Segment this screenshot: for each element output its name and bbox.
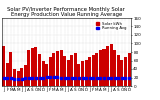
- Bar: [67, 60, 70, 86]
- Bar: [63, 56, 66, 86]
- Point: [10, 78, 12, 79]
- Bar: [20, 68, 23, 86]
- Bar: [77, 64, 80, 86]
- Point: [67, 77, 69, 78]
- Bar: [81, 61, 84, 86]
- Bar: [56, 51, 59, 86]
- Bar: [124, 57, 127, 86]
- Bar: [95, 53, 98, 86]
- Bar: [13, 69, 16, 86]
- Bar: [113, 50, 116, 86]
- Bar: [106, 46, 109, 86]
- Point: [78, 78, 80, 79]
- Point: [31, 77, 34, 78]
- Point: [2, 78, 5, 79]
- Bar: [60, 50, 63, 86]
- Point: [13, 78, 16, 80]
- Bar: [102, 49, 105, 86]
- Point: [56, 76, 59, 77]
- Point: [38, 78, 41, 79]
- Point: [74, 77, 77, 78]
- Bar: [88, 57, 91, 86]
- Bar: [52, 53, 55, 86]
- Point: [113, 77, 116, 78]
- Legend: Solar kWh, Running Avg: Solar kWh, Running Avg: [95, 21, 128, 31]
- Point: [110, 77, 112, 78]
- Point: [81, 78, 84, 79]
- Point: [124, 77, 127, 78]
- Bar: [70, 55, 73, 86]
- Bar: [42, 61, 45, 86]
- Point: [49, 76, 52, 77]
- Bar: [24, 65, 27, 86]
- Point: [85, 78, 87, 79]
- Point: [99, 77, 102, 78]
- Bar: [9, 52, 12, 86]
- Bar: [85, 60, 88, 86]
- Point: [35, 77, 37, 78]
- Bar: [31, 48, 34, 86]
- Point: [20, 78, 23, 80]
- Bar: [74, 53, 77, 86]
- Bar: [38, 54, 41, 86]
- Point: [128, 77, 130, 78]
- Bar: [117, 55, 120, 86]
- Bar: [2, 46, 5, 86]
- Point: [117, 77, 120, 78]
- Point: [28, 77, 30, 78]
- Point: [106, 77, 109, 78]
- Bar: [128, 53, 131, 86]
- Point: [42, 78, 44, 79]
- Bar: [16, 71, 20, 86]
- Bar: [120, 60, 123, 86]
- Point: [103, 77, 105, 78]
- Point: [71, 77, 73, 78]
- Title: Solar PV/Inverter Performance Monthly Solar Energy Production Value Running Aver: Solar PV/Inverter Performance Monthly So…: [8, 7, 125, 17]
- Bar: [49, 57, 52, 86]
- Point: [24, 77, 27, 78]
- Point: [6, 78, 9, 79]
- Bar: [27, 50, 30, 86]
- Point: [92, 77, 95, 78]
- Point: [60, 77, 62, 78]
- Point: [63, 77, 66, 78]
- Bar: [99, 50, 102, 86]
- Point: [17, 78, 19, 80]
- Bar: [110, 44, 113, 86]
- Point: [96, 77, 98, 78]
- Bar: [6, 63, 9, 86]
- Point: [88, 77, 91, 78]
- Bar: [92, 55, 95, 86]
- Bar: [34, 47, 37, 86]
- Bar: [45, 64, 48, 86]
- Point: [53, 76, 55, 77]
- Point: [121, 77, 123, 78]
- Point: [45, 76, 48, 77]
